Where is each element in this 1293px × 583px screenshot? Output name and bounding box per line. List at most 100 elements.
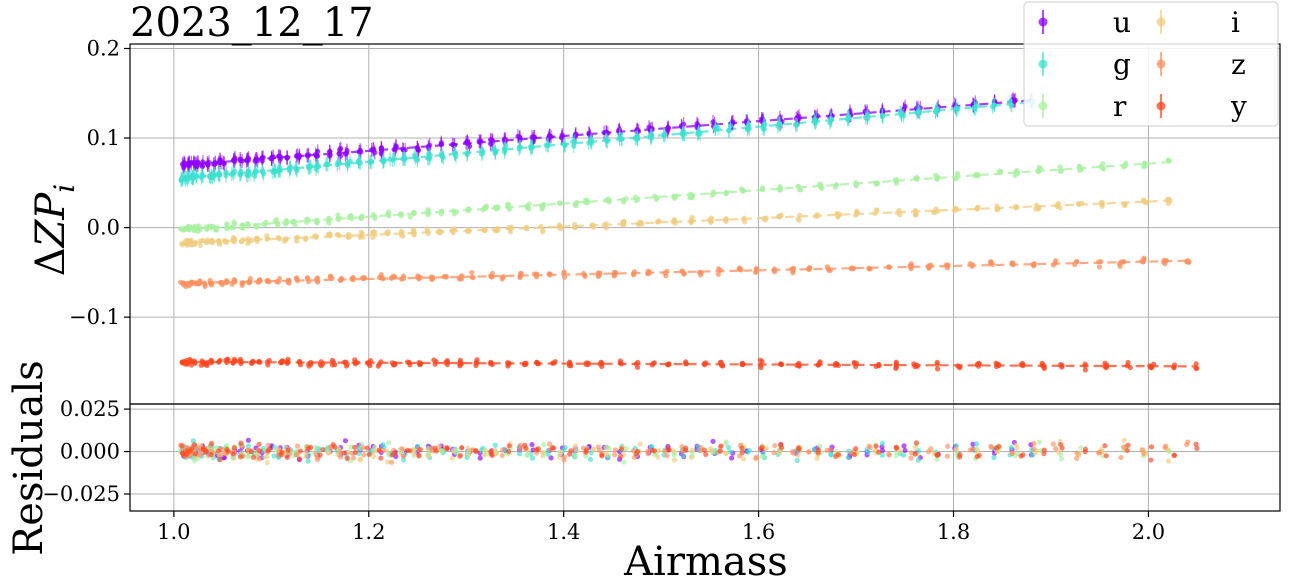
residual-g bbox=[727, 449, 734, 455]
chart-title: 2023_12_17 bbox=[130, 0, 374, 46]
residual-z bbox=[944, 453, 950, 459]
residual-z bbox=[908, 455, 914, 461]
point-i bbox=[874, 207, 880, 214]
residual-r bbox=[723, 441, 729, 447]
x-tick-label: 2.0 bbox=[1132, 520, 1165, 544]
top-y-ticks: 0.2 0.1 0.0 −0.1 bbox=[69, 36, 130, 329]
residual-i bbox=[1014, 445, 1020, 451]
legend-label-r: r bbox=[1113, 90, 1127, 123]
point-y bbox=[1059, 364, 1065, 370]
point-z bbox=[1096, 264, 1103, 270]
residual-y bbox=[187, 448, 193, 455]
point-g bbox=[307, 164, 313, 170]
point-g bbox=[545, 142, 551, 149]
residual-u bbox=[529, 441, 535, 448]
point-z bbox=[715, 271, 721, 277]
residual-u bbox=[901, 443, 907, 449]
point-y bbox=[444, 359, 450, 365]
y-tick-label: −0.1 bbox=[69, 305, 120, 329]
residual-g bbox=[529, 455, 536, 461]
point-z bbox=[1161, 257, 1167, 264]
point-r bbox=[197, 227, 203, 233]
point-z bbox=[207, 280, 214, 287]
residual-i bbox=[1121, 437, 1127, 443]
point-y bbox=[994, 361, 1000, 367]
point-g bbox=[452, 150, 459, 156]
residual-z bbox=[645, 448, 651, 454]
x-tick-label: 1.2 bbox=[352, 520, 385, 544]
point-y bbox=[1082, 367, 1089, 373]
point-i bbox=[334, 232, 340, 238]
residual-z bbox=[546, 441, 553, 447]
residual-y bbox=[364, 445, 370, 451]
point-y bbox=[1019, 360, 1025, 367]
residual-r bbox=[386, 440, 392, 446]
point-u bbox=[603, 129, 609, 136]
point-r bbox=[740, 187, 746, 193]
residual-i bbox=[411, 450, 417, 456]
residual-g bbox=[1008, 445, 1014, 451]
point-u bbox=[501, 136, 508, 142]
residual-i bbox=[450, 448, 456, 454]
residual-z bbox=[1118, 454, 1124, 461]
point-u bbox=[253, 157, 259, 163]
residual-z bbox=[1184, 442, 1190, 448]
point-r bbox=[1035, 168, 1042, 175]
point-i bbox=[217, 241, 223, 247]
residual-r bbox=[313, 444, 320, 450]
residual-u bbox=[245, 437, 251, 443]
residual-i bbox=[777, 450, 783, 456]
point-y bbox=[329, 357, 336, 364]
point-r bbox=[261, 221, 267, 227]
residual-z bbox=[1050, 441, 1056, 447]
point-y bbox=[308, 361, 314, 367]
point-r bbox=[538, 203, 545, 209]
point-z bbox=[327, 274, 333, 280]
residual-y bbox=[256, 441, 262, 447]
point-y bbox=[505, 360, 511, 366]
point-i bbox=[438, 228, 444, 235]
point-i bbox=[723, 216, 729, 222]
residual-i bbox=[603, 445, 609, 451]
bottom-panel: 0.025 0.000 −0.025 Residuals bbox=[6, 360, 1281, 556]
point-y bbox=[457, 357, 463, 363]
point-z bbox=[807, 265, 813, 271]
point-r bbox=[305, 217, 311, 223]
point-i bbox=[913, 212, 919, 218]
residual-z bbox=[772, 442, 778, 449]
x-tick-label: 1.8 bbox=[937, 520, 970, 544]
residual-i bbox=[425, 453, 431, 459]
point-i bbox=[506, 224, 512, 231]
point-i bbox=[385, 229, 391, 235]
point-i bbox=[283, 236, 289, 242]
residual-y bbox=[285, 447, 291, 453]
point-z bbox=[849, 265, 855, 271]
point-r bbox=[240, 222, 246, 228]
point-i bbox=[411, 232, 417, 238]
x-tick-label: 1.4 bbox=[547, 520, 580, 544]
point-g bbox=[827, 120, 833, 126]
point-i bbox=[896, 207, 902, 214]
point-u bbox=[796, 113, 802, 119]
residual-i bbox=[953, 446, 959, 452]
point-g bbox=[777, 122, 783, 128]
residual-y bbox=[417, 447, 424, 453]
point-g bbox=[367, 159, 373, 165]
point-g bbox=[617, 136, 623, 143]
point-z bbox=[595, 273, 602, 279]
point-u bbox=[573, 131, 579, 137]
point-g bbox=[313, 166, 319, 172]
point-r bbox=[273, 216, 280, 223]
residual-y bbox=[1194, 445, 1200, 451]
point-g bbox=[633, 135, 639, 141]
residual-r bbox=[1036, 439, 1042, 445]
point-z bbox=[582, 272, 588, 278]
residual-r bbox=[671, 452, 677, 458]
point-i bbox=[465, 228, 471, 235]
residual-z bbox=[1121, 444, 1127, 450]
point-y bbox=[664, 361, 671, 368]
point-g bbox=[414, 156, 421, 162]
point-i bbox=[1012, 205, 1019, 211]
point-u bbox=[200, 159, 206, 165]
point-z bbox=[908, 264, 914, 270]
